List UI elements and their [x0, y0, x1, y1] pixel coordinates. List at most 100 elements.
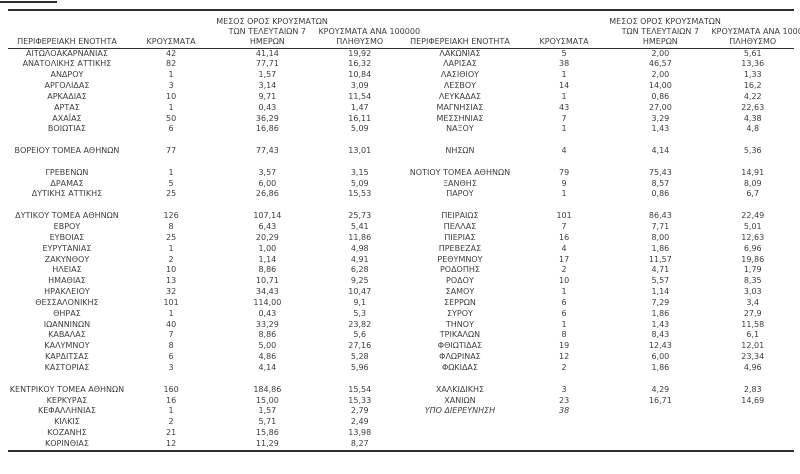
table-row: ΠΕΙΡΑΙΩΣ 101 86,43 22,49 — [401, 211, 794, 222]
cases-cell — [519, 374, 609, 385]
avg7-cell: 1,43 — [651, 319, 670, 329]
per100k-cell: 4,98 — [350, 243, 369, 253]
cases-cell: 6 — [561, 297, 567, 307]
table-row: ΗΛΕΙΑΣ 10 8,86 6,28 — [8, 265, 401, 276]
region-cell: ΛΑΚΩΝΙΑΣ — [439, 48, 481, 58]
avg7-cell: 4,29 — [651, 384, 670, 394]
spacer-row — [8, 200, 401, 211]
table-row: ΚΕΝΤΡΙΚΟΥ ΤΟΜΕΑ ΑΘΗΝΩΝ 160 184,86 15,54 — [8, 385, 401, 396]
cases-cell: 12 — [165, 438, 177, 448]
header-row: ΠΕΡΙΦΕΡΕΙΑΚΗ ΕΝΟΤΗΤΑ ΚΡΟΥΣΜΑΤΑ ΜΕΣΟΣ ΟΡΟ… — [8, 11, 420, 49]
avg7-cell: 114,00 — [253, 297, 282, 307]
per100k-cell: 14,69 — [741, 395, 765, 405]
cases-cell: 6 — [168, 124, 174, 134]
cases-cell: 7 — [168, 330, 174, 340]
spacer-row — [401, 428, 794, 439]
cases-cell: 101 — [163, 297, 179, 307]
region-cell: ΕΒΡΟΥ — [53, 222, 81, 231]
per100k-cell: 15,33 — [348, 395, 372, 405]
per100k-cell — [711, 417, 794, 428]
avg7-cell: 77,43 — [255, 146, 279, 156]
table-row: ΚΟΖΑΝΗΣ 21 15,86 13,98 — [8, 428, 401, 439]
table-row: ΔΥΤΙΚΟΥ ΤΟΜΕΑ ΑΘΗΝΩΝ 126 107,14 25,73 — [8, 211, 401, 222]
avg7-cell: 86,43 — [648, 211, 672, 221]
region-cell: ΘΕΣΣΑΛΟΝΙΚΗΣ — [35, 297, 99, 307]
cases-cell — [126, 135, 216, 146]
per100k-cell: 25,73 — [348, 211, 372, 221]
region-cell — [401, 417, 519, 428]
avg7-cell — [216, 157, 318, 168]
cases-cell: 5 — [561, 48, 567, 58]
region-cell: ΡΕΘΥΜΝΟΥ — [437, 254, 483, 264]
table-row: ΓΡΕΒΕΝΩΝ 1 3,57 3,15 — [8, 168, 401, 179]
region-cell: ΔΥΤΙΚΟΥ ΤΟΜΕΑ ΑΘΗΝΩΝ — [15, 211, 119, 221]
region-cell: ΑΡΓΟΛΙΔΑΣ — [44, 81, 90, 91]
avg7-cell — [609, 374, 711, 385]
avg7-cell: 5,57 — [651, 276, 670, 286]
cases-cell: 14 — [558, 81, 570, 91]
region-cell — [401, 439, 519, 450]
header-line: ΗΜΕΡΩΝ — [249, 36, 285, 46]
per100k-cell — [711, 200, 794, 211]
spacer-row — [401, 439, 794, 450]
per100k-cell: 27,9 — [743, 308, 762, 318]
cases-cell: 7 — [561, 113, 567, 123]
avg7-cell: 15,86 — [255, 428, 279, 438]
table-row: ΑΡΓΟΛΙΔΑΣ 3 3,14 3,09 — [8, 81, 401, 92]
avg7-cell: 1,86 — [651, 308, 670, 318]
avg7-cell — [609, 157, 711, 168]
per100k-cell: 6,28 — [350, 265, 369, 275]
cases-cell: 4 — [561, 146, 567, 156]
table-row: ΠΙΕΡΙΑΣ 16 8,00 12,63 — [401, 233, 794, 244]
region-cell: ΛΑΡΙΣΑΣ — [443, 59, 477, 69]
region-cell: ΡΟΔΟΥ — [446, 276, 474, 286]
avg7-cell: 77,71 — [255, 59, 279, 69]
avg7-cell: 7,29 — [651, 297, 670, 307]
cases-cell: 1 — [561, 189, 567, 199]
avg7-cell: 9,71 — [258, 91, 277, 101]
col-header-region: ΠΕΡΙΦΕΡΕΙΑΚΗ ΕΝΟΤΗΤΑ — [401, 11, 519, 49]
cases-cell — [519, 135, 609, 146]
table-row: ΛΕΣΒΟΥ 14 14,00 16,2 — [401, 81, 794, 92]
table-row: ΒΟΙΩΤΙΑΣ 6 16,86 5,09 — [8, 124, 401, 135]
region-cell: ΦΩΚΙΔΑΣ — [441, 362, 478, 372]
per100k-cell: 5,6 — [353, 330, 367, 340]
table-row: ΝΟΤΙΟΥ ΤΟΜΕΑ ΑΘΗΝΩΝ 79 75,43 14,91 — [401, 168, 794, 179]
avg7-cell: 11,57 — [648, 254, 672, 264]
per100k-cell — [318, 157, 401, 168]
per100k-cell: 14,91 — [741, 167, 765, 177]
per100k-cell: 10,47 — [348, 287, 372, 297]
avg7-cell: 6,00 — [258, 178, 277, 188]
table-row: ΑΝΔΡΟΥ 1 1,57 10,84 — [8, 70, 401, 81]
region-cell — [401, 157, 519, 168]
region-cell: ΑΡΚΑΔΙΑΣ — [47, 91, 87, 101]
cases-cell: 43 — [558, 102, 570, 112]
header-line: ΜΕΣΟΣ ΟΡΟΣ ΚΡΟΥΣΜΑΤΩΝ — [216, 16, 328, 26]
table-row: ΕΥΒΟΙΑΣ 25 20,29 11,86 — [8, 233, 401, 244]
per100k-cell: 16,32 — [348, 59, 372, 69]
table-row: ΦΩΚΙΔΑΣ 2 1,86 4,96 — [401, 363, 794, 374]
per100k-cell: 19,86 — [741, 254, 765, 264]
cases-cell: 8 — [168, 222, 174, 231]
table-row: ΧΑΛΚΙΔΙΚΗΣ 3 4,29 2,83 — [401, 385, 794, 396]
region-cell: ΚΑΒΑΛΑΣ — [48, 330, 86, 340]
per100k-cell: 5,61 — [743, 48, 762, 58]
cases-cell — [519, 439, 609, 450]
avg7-cell: 10,71 — [255, 276, 279, 286]
region-cell: ΠΕΙΡΑΙΩΣ — [441, 211, 479, 221]
spacer-row — [8, 135, 401, 146]
avg7-cell: 8,86 — [258, 265, 277, 275]
avg7-cell: 11,29 — [255, 438, 279, 448]
avg7-cell — [609, 417, 711, 428]
cases-cell: 12 — [558, 352, 570, 362]
per100k-cell: 5,96 — [350, 362, 369, 372]
avg7-cell: 3,14 — [258, 81, 277, 91]
avg7-cell: 16,86 — [255, 124, 279, 134]
table-row: ΚΕΡΚΥΡΑΣ 16 15,00 15,33 — [8, 396, 401, 407]
header-line: ΚΡΟΥΣΜΑΤΑ — [146, 36, 196, 46]
avg7-cell: 1,57 — [258, 70, 277, 80]
region-cell: ΚΟΡΙΝΘΙΑΣ — [44, 438, 89, 448]
per100k-cell: 1,79 — [743, 265, 762, 275]
avg7-cell — [216, 135, 318, 146]
cases-cell: 1 — [168, 243, 174, 253]
